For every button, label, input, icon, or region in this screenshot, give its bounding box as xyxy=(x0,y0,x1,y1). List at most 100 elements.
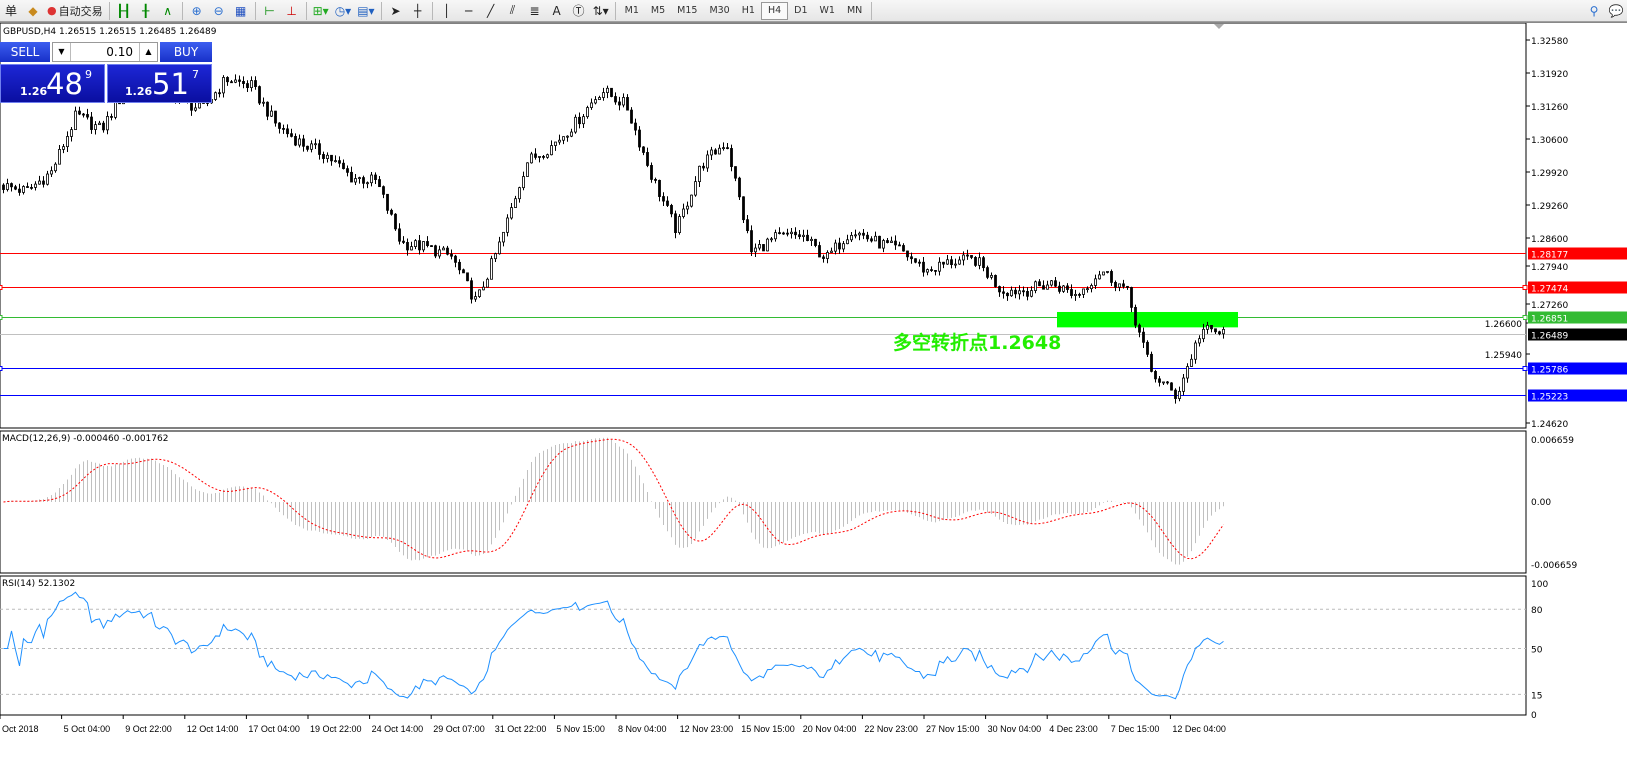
text-icon[interactable]: A xyxy=(552,3,561,18)
chart-header: GBPUSD,H4 1.26515 1.26515 1.26485 1.2648… xyxy=(3,27,217,37)
timeframe-m5[interactable]: M5 xyxy=(650,5,666,16)
zoom-out-icon[interactable]: ⊖ xyxy=(213,3,224,18)
buy-price-button[interactable]: 1.26 51 7 xyxy=(107,64,212,103)
search-icon[interactable]: ⚲ xyxy=(1589,3,1599,18)
candle-body xyxy=(1170,382,1173,391)
chat-icon[interactable]: 💬 xyxy=(1608,3,1624,18)
candle-body xyxy=(806,234,809,241)
candle-body xyxy=(914,258,917,263)
candle-body xyxy=(962,254,965,261)
lot-decrease-button[interactable]: ▼ xyxy=(53,43,71,61)
candle-body xyxy=(514,198,517,208)
buy-price-big: 51 xyxy=(152,67,189,101)
rsi-tick-label: 50 xyxy=(1531,646,1543,656)
vertical-line-icon[interactable]: │ xyxy=(442,3,451,18)
lot-increase-button[interactable]: ▲ xyxy=(139,43,157,61)
timeframe-mn[interactable]: MN xyxy=(846,5,863,16)
timeframe-h4[interactable]: H4 xyxy=(760,1,789,20)
candle-body xyxy=(418,240,421,251)
candle-body xyxy=(682,208,685,217)
candle-body xyxy=(1118,283,1121,288)
candle-body xyxy=(14,186,17,190)
gold-bars-icon[interactable]: ◆ xyxy=(28,3,38,18)
candle-body xyxy=(974,257,977,266)
candle-body xyxy=(282,128,285,130)
timeframe-m30[interactable]: M30 xyxy=(709,5,730,16)
candle-body xyxy=(538,156,541,158)
candle-body xyxy=(1042,285,1045,290)
candle-body xyxy=(1210,324,1213,330)
candle-body xyxy=(1182,377,1185,392)
candle-body xyxy=(754,247,757,253)
candle-body xyxy=(370,174,373,184)
candle-body xyxy=(554,141,557,146)
price-tick-label: 1.29260 xyxy=(1531,202,1568,212)
time-tick-label: 27 Nov 15:00 xyxy=(926,724,980,734)
zoom-in-icon[interactable]: ⊕ xyxy=(191,3,202,18)
candle-body xyxy=(1186,366,1189,379)
timeframe-d1[interactable]: D1 xyxy=(794,5,808,16)
candle-body xyxy=(1158,378,1161,383)
candle-body xyxy=(18,188,21,193)
arrows-icon[interactable]: ⇅▾ xyxy=(592,3,609,18)
timeframe-m15[interactable]: M15 xyxy=(677,5,698,16)
candle-body xyxy=(1206,324,1209,330)
cursor-icon[interactable]: ➤ xyxy=(390,3,401,18)
candle-body xyxy=(98,122,101,126)
horizontal-line-icon[interactable]: ─ xyxy=(464,3,473,18)
candle-body xyxy=(570,131,573,137)
candle-body xyxy=(446,247,449,255)
candlestick-icon[interactable]: ╂ xyxy=(141,3,150,18)
candle-body xyxy=(790,231,793,235)
bar-chart-icon[interactable]: ┠┨ xyxy=(116,3,131,18)
lot-size-input[interactable]: ▼ 0.10 ▲ xyxy=(52,42,158,62)
equidistant-channel-icon[interactable]: ⫽ xyxy=(509,3,516,17)
candle-body xyxy=(1098,274,1101,280)
candle-body xyxy=(322,154,325,159)
templates-icon[interactable]: ▤▾ xyxy=(357,3,375,18)
turning-point-annotation[interactable]: 多空转折点1.2648 xyxy=(893,332,1062,354)
candle-body xyxy=(450,253,453,257)
tile-windows-icon[interactable]: ▦ xyxy=(234,3,247,18)
timeframe-m1[interactable]: M1 xyxy=(624,5,639,16)
candle-body xyxy=(386,193,389,211)
candle-body xyxy=(342,162,345,170)
candle-body xyxy=(486,278,489,288)
timeframe-w1[interactable]: W1 xyxy=(819,5,835,16)
candle-body xyxy=(1090,285,1093,290)
trendline-icon[interactable]: ╱ xyxy=(486,3,495,18)
text-label-icon[interactable]: Ⓣ xyxy=(572,4,585,18)
candle-body xyxy=(1150,353,1153,372)
candle-body xyxy=(546,154,549,158)
candle-body xyxy=(1054,280,1057,287)
candle-body xyxy=(1006,292,1009,297)
candle-body xyxy=(1122,283,1125,287)
autoscroll-icon[interactable]: ⊥ xyxy=(286,3,297,18)
candle-body xyxy=(762,244,765,252)
periods-clock-icon[interactable]: ◷▾ xyxy=(334,3,352,18)
auto-trading-button[interactable]: ● 自动交易 xyxy=(44,1,106,21)
candle-body xyxy=(82,113,85,116)
chart-shift-icon[interactable]: ⊢ xyxy=(264,3,275,18)
sell-price-button[interactable]: 1.26 48 9 xyxy=(0,64,105,103)
candle-body xyxy=(1162,381,1165,384)
new-order-menu[interactable]: 单 xyxy=(4,4,17,18)
candle-body xyxy=(734,166,737,179)
candle-body xyxy=(746,219,749,232)
fibonacci-icon[interactable]: ≣ xyxy=(529,3,540,18)
line-chart-icon[interactable]: ∧ xyxy=(163,3,172,18)
time-tick-label: 15 Nov 15:00 xyxy=(741,724,795,734)
candle-body xyxy=(338,160,341,164)
timeframe-h1[interactable]: H1 xyxy=(741,5,755,16)
candle-body xyxy=(218,92,221,95)
candle-body xyxy=(226,77,229,83)
crosshair-icon[interactable]: ┼ xyxy=(413,3,422,18)
candle-body xyxy=(1018,290,1021,295)
sell-button[interactable]: SELL xyxy=(0,42,50,62)
buy-button[interactable]: BUY xyxy=(160,42,212,62)
price-tick-label: 1.29920 xyxy=(1531,169,1568,179)
indicators-icon[interactable]: ⊞▾ xyxy=(312,3,329,18)
candle-body xyxy=(602,92,605,98)
candle-body xyxy=(438,249,441,257)
